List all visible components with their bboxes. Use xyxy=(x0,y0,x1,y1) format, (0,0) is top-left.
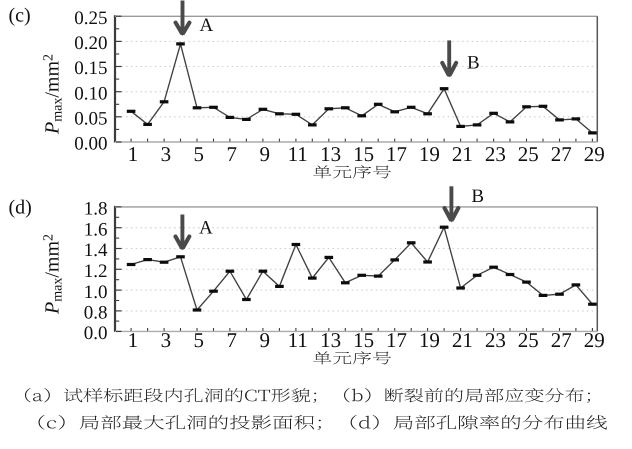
svg-text:21: 21 xyxy=(452,328,473,352)
svg-text:Pmax/mm2: Pmax/mm2 xyxy=(41,234,65,315)
svg-text:29: 29 xyxy=(584,142,605,166)
svg-text:0.15: 0.15 xyxy=(74,58,107,79)
svg-text:21: 21 xyxy=(452,142,473,166)
svg-text:27: 27 xyxy=(551,328,572,352)
svg-text:11: 11 xyxy=(288,328,308,352)
svg-text:B: B xyxy=(471,186,484,207)
svg-text:25: 25 xyxy=(518,142,539,166)
svg-text:3: 3 xyxy=(161,328,172,352)
svg-text:17: 17 xyxy=(386,142,407,166)
svg-text:19: 19 xyxy=(419,328,440,352)
svg-text:17: 17 xyxy=(386,328,407,352)
svg-text:A: A xyxy=(199,217,213,238)
svg-text:1: 1 xyxy=(128,142,139,166)
svg-text:0.00: 0.00 xyxy=(74,134,107,155)
svg-text:7: 7 xyxy=(227,328,238,352)
svg-text:A: A xyxy=(200,15,214,36)
svg-text:1.4: 1.4 xyxy=(84,240,108,261)
svg-text:11: 11 xyxy=(288,142,308,166)
svg-text:0.0: 0.0 xyxy=(84,323,108,344)
svg-text:23: 23 xyxy=(485,328,506,352)
svg-text:9: 9 xyxy=(259,142,270,166)
svg-text:B: B xyxy=(467,52,480,73)
svg-text:(c): (c) xyxy=(9,5,31,27)
svg-text:1.8: 1.8 xyxy=(84,199,108,220)
svg-text:0.8: 0.8 xyxy=(84,303,108,324)
svg-text:13: 13 xyxy=(320,142,341,166)
svg-text:0.05: 0.05 xyxy=(74,109,107,130)
svg-text:13: 13 xyxy=(320,328,341,352)
svg-text:7: 7 xyxy=(227,142,238,166)
svg-text:29: 29 xyxy=(584,328,605,352)
svg-text:19: 19 xyxy=(419,142,440,166)
svg-text:15: 15 xyxy=(353,328,374,352)
svg-text:3: 3 xyxy=(161,142,172,166)
svg-text:23: 23 xyxy=(485,142,506,166)
svg-text:Pmax/mm2: Pmax/mm2 xyxy=(41,54,65,135)
svg-text:(d): (d) xyxy=(9,197,32,219)
svg-text:1.0: 1.0 xyxy=(84,282,108,303)
svg-text:15: 15 xyxy=(353,142,374,166)
svg-text:1.2: 1.2 xyxy=(84,261,108,282)
svg-text:0.20: 0.20 xyxy=(74,33,107,54)
svg-text:1.6: 1.6 xyxy=(84,219,108,240)
svg-text:0.10: 0.10 xyxy=(74,83,107,104)
svg-text:0.25: 0.25 xyxy=(74,8,107,29)
svg-text:1: 1 xyxy=(128,328,139,352)
svg-text:27: 27 xyxy=(551,142,572,166)
svg-text:9: 9 xyxy=(259,328,270,352)
svg-text:25: 25 xyxy=(518,328,539,352)
svg-text:5: 5 xyxy=(194,142,205,166)
svg-text:5: 5 xyxy=(194,328,205,352)
